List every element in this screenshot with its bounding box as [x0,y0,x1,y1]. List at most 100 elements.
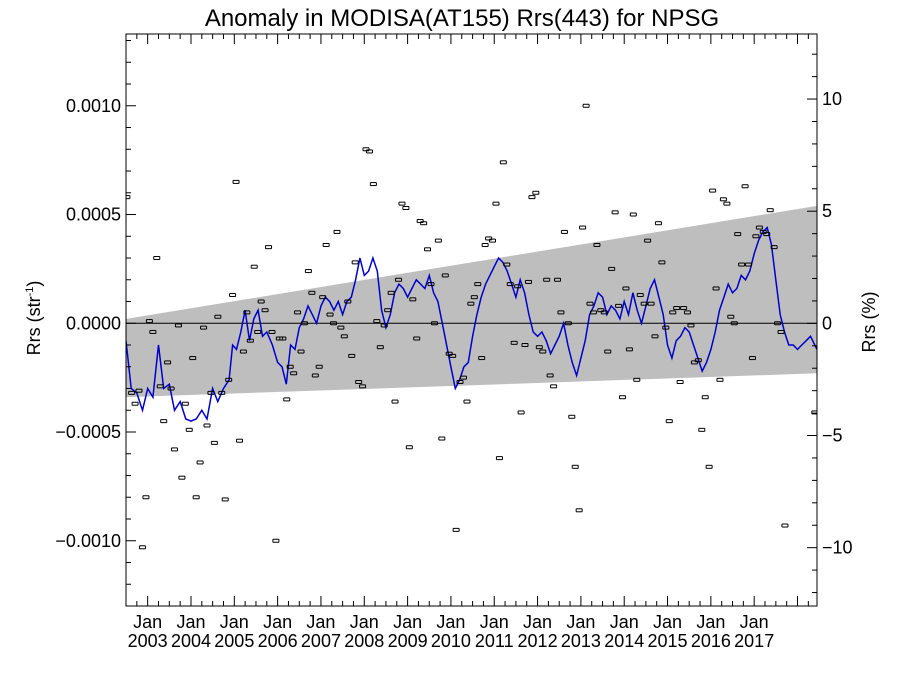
data-point [239,349,247,354]
data-point [478,356,486,361]
data-point [524,279,532,284]
data-point [662,325,670,330]
data-point [398,201,406,206]
data-point [294,310,302,315]
data-point [485,236,493,241]
data-point [636,292,644,297]
x-tick-month-label: Jan [350,612,379,632]
y-tick-label: −0.0005 [55,422,121,442]
data-point [676,379,684,384]
data-point [528,195,536,200]
data-point [167,386,175,391]
x-tick-month-label: Jan [306,612,335,632]
y2-axis-title: Rrs (%) [859,292,879,353]
x-tick-year-label: 2012 [518,631,558,651]
data-point [131,401,139,406]
data-point [506,282,514,287]
data-point [322,242,330,247]
data-point [304,269,312,274]
data-point [283,397,291,402]
data-point [575,508,583,513]
data-point [243,310,251,315]
data-point [359,384,367,389]
x-tick-month-label: Jan [653,612,682,632]
data-point [568,414,576,419]
data-point [340,334,348,339]
data-point [586,301,594,306]
y2-tick-label: −5 [822,426,843,446]
x-tick-month-label: Jan [436,612,465,632]
x-tick-year-label: 2004 [171,631,211,651]
data-point [705,464,713,469]
data-point [738,262,746,267]
x-tick-month-label: Jan [523,612,552,632]
data-point [200,325,208,330]
data-point [207,390,215,395]
data-point [395,277,403,282]
data-point [424,247,432,252]
data-point [543,277,551,282]
data-point [315,364,323,369]
data-point [550,384,558,389]
data-point [669,310,677,315]
data-point [745,262,753,267]
data-point [503,262,511,267]
x-tick-month-label: Jan [696,612,725,632]
data-point [171,447,179,452]
data-point [564,321,572,326]
x-tick-month-label: Jan [740,612,769,632]
data-point [268,329,276,334]
data-point [153,256,161,261]
data-point [337,325,345,330]
x-tick-year-label: 2014 [604,631,644,651]
x-tick-year-label: 2005 [214,631,254,651]
data-point [752,234,760,239]
data-point [774,321,782,326]
data-point [709,188,717,193]
x-tick-month-label: Jan [480,612,509,632]
y2-tick-label: 0 [822,313,832,333]
data-point [589,310,597,315]
data-point [492,201,500,206]
data-point [365,149,373,154]
data-point [582,103,590,108]
data-point [723,201,731,206]
data-point [680,306,688,311]
data-point [611,210,619,215]
x-tick-year-label: 2006 [258,631,298,651]
data-point [467,301,475,306]
data-point [218,390,226,395]
data-point [701,395,709,400]
data-point [499,160,507,165]
data-point [257,299,265,304]
data-point [430,321,438,326]
data-point [539,349,547,354]
data-point [351,260,359,265]
data-point [647,301,655,306]
data-point [225,377,233,382]
data-point [517,410,525,415]
data-point [514,284,522,289]
data-point [654,221,662,226]
data-point [290,371,298,376]
data-point [474,282,482,287]
x-tick-year-label: 2017 [734,631,774,651]
data-point [741,184,749,189]
data-point [319,295,327,300]
y-tick-label: 0.0005 [66,205,121,225]
x-tick-month-label: Jan [220,612,249,632]
data-point [763,232,771,237]
data-point [178,475,186,480]
data-point [470,295,478,300]
data-point [687,323,695,328]
y-axis-title-close: ) [24,281,44,287]
data-point [730,321,738,326]
data-point [535,345,543,350]
y2-tick-label: 5 [822,201,832,221]
data-point [330,321,338,326]
data-point [608,266,616,271]
data-point [160,419,168,424]
data-point [571,464,579,469]
data-point [495,456,503,461]
